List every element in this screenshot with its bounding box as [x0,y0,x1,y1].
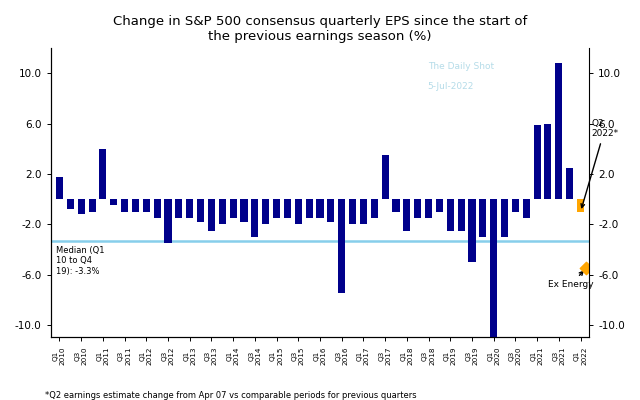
Bar [425,199,432,218]
Bar [284,199,291,218]
Bar [88,199,95,212]
Text: Q2
2022*: Q2 2022* [581,119,618,208]
Bar [392,199,399,212]
Bar [490,199,497,400]
Text: Ex Energy: Ex Energy [548,272,593,289]
Bar [110,199,117,206]
Bar [186,199,193,218]
Point [581,265,591,272]
Title: Change in S&P 500 consensus quarterly EPS since the start of
the previous earnin: Change in S&P 500 consensus quarterly EP… [113,15,527,43]
Bar [360,199,367,224]
Bar [252,199,259,237]
Bar [327,199,334,222]
Bar [175,199,182,218]
Bar [143,199,150,212]
Bar [306,199,313,218]
Bar [197,199,204,222]
Bar [316,199,324,218]
Bar [545,124,552,199]
Bar [534,125,541,199]
Bar [132,199,139,212]
Bar [556,64,563,199]
Bar [403,199,410,231]
Bar [414,199,421,218]
Bar [468,199,476,262]
Bar [164,199,172,243]
Bar [262,199,269,224]
Bar [99,149,106,199]
Bar [56,176,63,199]
Bar [241,199,248,222]
Bar [566,168,573,199]
Bar [208,199,215,231]
Bar [219,199,226,224]
Bar [381,155,388,199]
Bar [67,199,74,209]
Bar [479,199,486,237]
Bar [77,199,84,214]
Bar [447,199,454,231]
Bar [338,199,345,294]
Bar [371,199,378,218]
Bar [154,199,161,218]
Bar [121,199,128,212]
Bar [436,199,443,212]
Bar [458,199,465,231]
Bar [349,199,356,224]
Bar [295,199,302,224]
Text: -22.4: -22.4 [0,399,1,400]
Text: Median (Q1
10 to Q4
19): -3.3%: Median (Q1 10 to Q4 19): -3.3% [56,246,105,276]
Bar [501,199,508,237]
Text: 5-Jul-2022: 5-Jul-2022 [428,82,474,91]
Bar [273,199,280,218]
Bar [523,199,530,218]
Bar [512,199,519,212]
Text: The Daily Shot: The Daily Shot [428,62,494,70]
Text: *Q2 earnings estimate change from Apr 07 vs comparable periods for previous quar: *Q2 earnings estimate change from Apr 07… [45,391,417,400]
Bar [577,199,584,212]
Bar [230,199,237,218]
